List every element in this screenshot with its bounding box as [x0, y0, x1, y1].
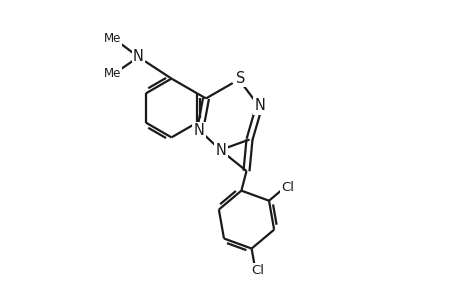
Text: Cl: Cl — [250, 264, 263, 277]
Text: N: N — [193, 123, 204, 138]
Text: Cl: Cl — [281, 181, 294, 194]
Text: N: N — [133, 50, 144, 64]
Text: Me: Me — [103, 32, 121, 46]
Text: N: N — [215, 143, 226, 158]
Text: Me: Me — [103, 67, 121, 80]
Text: S: S — [235, 71, 244, 86]
Text: N: N — [254, 98, 265, 113]
